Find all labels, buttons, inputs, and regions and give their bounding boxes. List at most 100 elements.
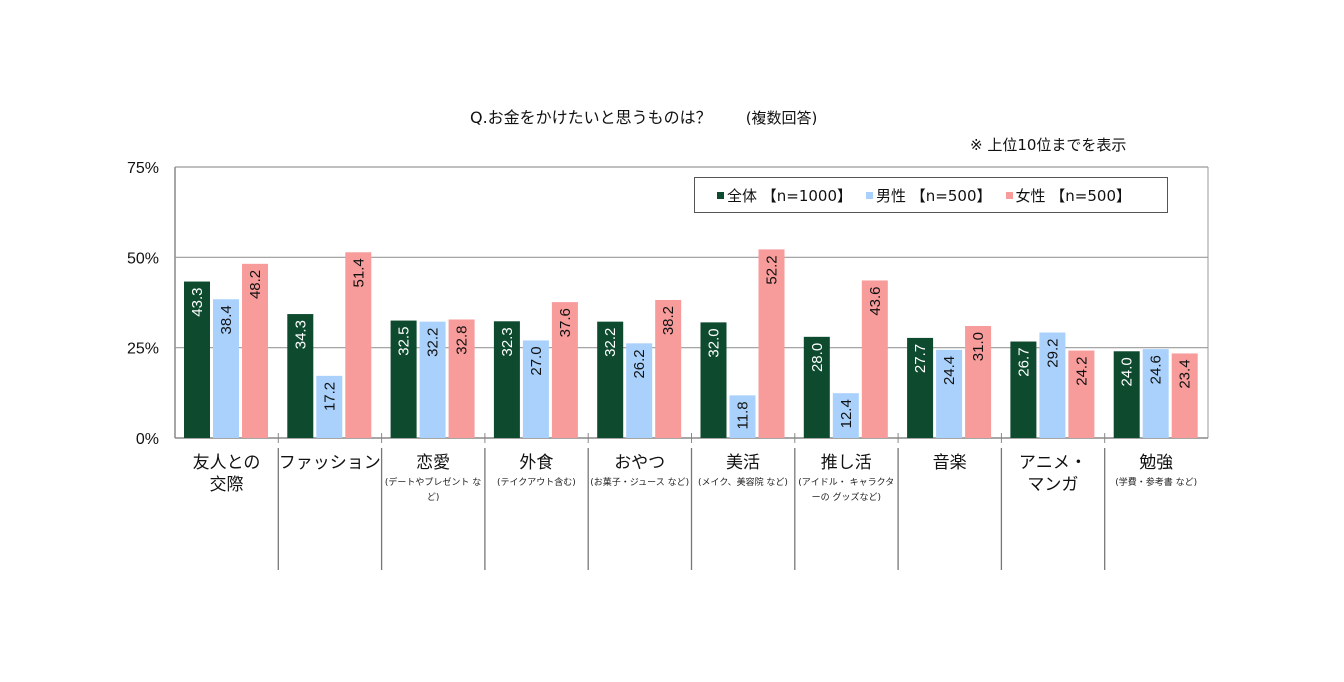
bar-male <box>213 299 239 438</box>
chart-title: Q.お金をかけたいと思うものは？ (複数回答) <box>470 104 817 128</box>
bar-female <box>758 249 785 438</box>
category-name: 音楽 <box>932 453 967 473</box>
data-label: 28.0 <box>809 343 826 372</box>
data-label: 38.2 <box>660 306 677 335</box>
x-category-label: 勉強 (学費・参考書 など) <box>1105 452 1208 491</box>
data-label: 24.4 <box>941 356 958 385</box>
category-name: 推し活 <box>820 453 872 473</box>
legend-swatch <box>1005 191 1013 199</box>
category-name: 勉強 <box>1139 453 1174 473</box>
bar-male <box>626 343 653 438</box>
bar-female <box>448 319 475 438</box>
x-category-label: アニメ・ マンガ <box>1001 452 1104 496</box>
category-name: ファッション <box>278 453 381 473</box>
bar-male <box>936 349 963 438</box>
data-label: 11.8 <box>735 401 752 429</box>
data-label: 26.7 <box>1015 348 1032 377</box>
category-name: アニメ・ <box>1018 453 1087 473</box>
bar-all <box>287 314 314 438</box>
data-label: 32.3 <box>499 327 516 356</box>
bar-female <box>1171 353 1198 438</box>
bar-male <box>316 375 343 438</box>
data-label: 17.2 <box>321 382 338 411</box>
category-note: (メイク、美容院 など) <box>698 478 788 488</box>
data-label: 38.4 <box>218 305 235 334</box>
x-category-label: 推し活 (アイドル・ キャラクターの グッズなど) <box>795 452 898 506</box>
chart-title-main: Q.お金をかけたいと思うものは？ <box>470 108 712 127</box>
legend-item: 男性 【n=500】 <box>866 185 992 206</box>
data-label: 32.2 <box>425 328 442 357</box>
legend-swatch <box>866 191 874 199</box>
bar-all <box>1113 351 1140 438</box>
category-name: 友人との <box>192 453 261 473</box>
bar-male <box>1142 349 1169 438</box>
category-name: 美活 <box>726 453 760 473</box>
x-category-label: 友人との 交際 <box>175 452 278 496</box>
data-label: 51.4 <box>350 258 367 287</box>
legend-swatch <box>717 191 724 199</box>
bar-all <box>390 320 417 438</box>
bar-all <box>907 337 934 438</box>
legend-item: 女性 【n=500】 <box>1005 185 1131 206</box>
data-label: 24.2 <box>1073 357 1090 386</box>
bar-all <box>493 321 520 438</box>
category-name: 外食 <box>519 453 554 473</box>
category-name: マンガ <box>1027 475 1079 495</box>
data-label: 27.0 <box>528 346 545 375</box>
data-label: 43.3 <box>189 288 206 317</box>
bar-female <box>655 299 682 438</box>
bar-male <box>522 340 549 438</box>
category-note: (アイドル・ キャラクターの グッズなど) <box>798 478 895 503</box>
bar-female <box>345 252 372 438</box>
chart-note: ※ 上位10位までを表示 <box>970 136 1127 154</box>
bar-female <box>242 263 268 438</box>
x-category-label: 外食 (テイクアウト含む) <box>485 452 588 491</box>
data-label: 29.2 <box>1044 338 1061 367</box>
bar-female <box>965 325 992 438</box>
data-label: 32.2 <box>602 328 619 357</box>
data-label: 12.4 <box>838 399 855 428</box>
y-tick-label: 25% <box>127 341 159 358</box>
legend: 全体 【n=1000】 男性 【n=500】 女性 【n=500】 <box>694 177 1168 213</box>
category-name: 恋愛 <box>416 453 451 473</box>
bar-female <box>861 280 888 438</box>
bar-all <box>803 336 830 438</box>
data-label: 24.6 <box>1148 355 1165 384</box>
category-note: (お菓子・ジュース など) <box>590 478 690 488</box>
y-tick-label: 0% <box>136 431 159 448</box>
y-tick-label: 50% <box>127 250 159 267</box>
y-tick-label: 75% <box>127 160 159 177</box>
x-category-label: 美活 (メイク、美容院 など) <box>692 452 795 491</box>
category-name: 交際 <box>209 475 244 495</box>
bar-all <box>1010 341 1037 438</box>
bar-female <box>1068 350 1095 438</box>
data-label: 48.2 <box>247 270 264 299</box>
legend-label: 女性 【n=500】 <box>1015 186 1131 205</box>
data-label: 34.3 <box>292 320 309 349</box>
category-name: おやつ <box>614 453 666 473</box>
category-note: (学費・参考書 など) <box>1115 478 1198 488</box>
x-category-label: おやつ (お菓子・ジュース など) <box>588 452 691 491</box>
data-label: 26.2 <box>631 349 648 378</box>
bar-male <box>419 321 446 438</box>
x-category-label: ファッション <box>278 452 381 474</box>
bar-male <box>1039 332 1066 438</box>
legend-label: 全体 【n=1000】 <box>727 186 853 205</box>
bar-female <box>551 302 578 438</box>
data-label: 32.5 <box>396 327 413 356</box>
bar-all <box>184 281 210 438</box>
bar-male <box>729 395 756 438</box>
bar-all <box>597 321 624 438</box>
legend-label: 男性 【n=500】 <box>876 186 992 205</box>
bar-male <box>832 393 859 438</box>
category-note: (テイクアウト含む) <box>496 478 576 488</box>
bar-all <box>700 322 727 438</box>
data-label: 31.0 <box>970 332 987 361</box>
data-label: 27.7 <box>912 344 929 373</box>
legend-item: 全体 【n=1000】 <box>717 185 852 206</box>
data-label: 32.0 <box>706 328 723 357</box>
category-note: (デートやプレゼント など) <box>384 478 482 503</box>
chart-title-sub: (複数回答) <box>745 109 818 127</box>
data-label: 24.0 <box>1119 357 1136 386</box>
